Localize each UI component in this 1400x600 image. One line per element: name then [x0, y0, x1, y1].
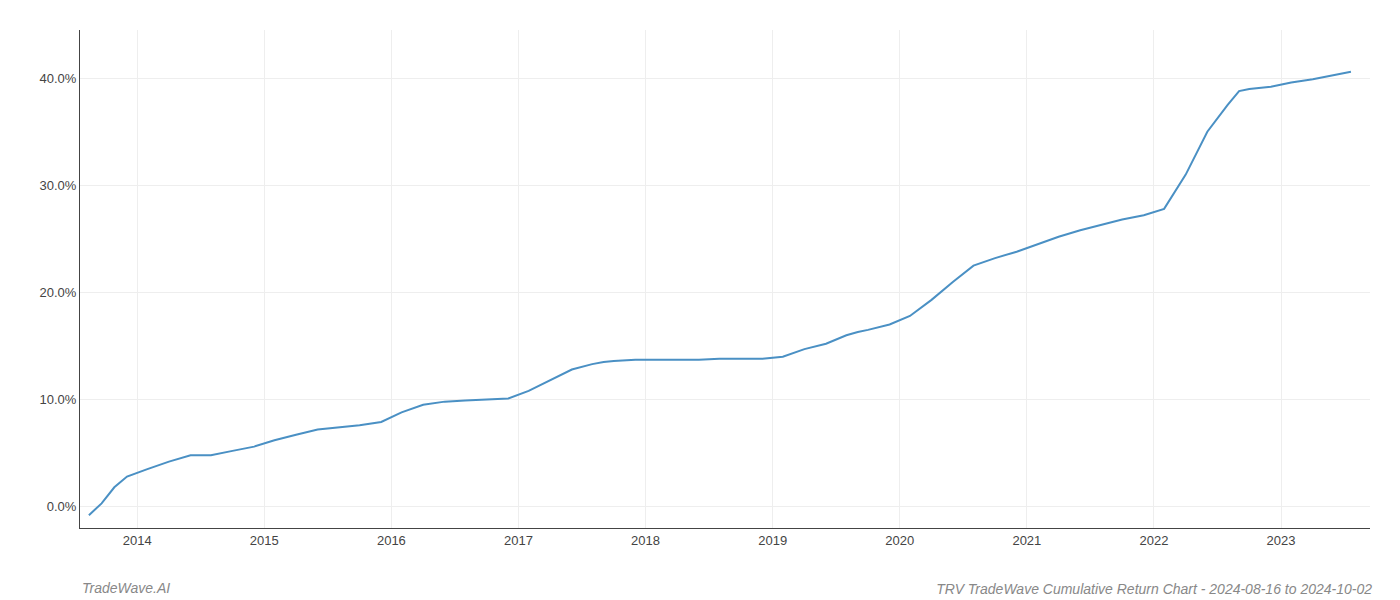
- svg-text:2020: 2020: [885, 533, 914, 548]
- svg-text:2022: 2022: [1139, 533, 1168, 548]
- svg-text:2017: 2017: [504, 533, 533, 548]
- svg-text:2018: 2018: [631, 533, 660, 548]
- svg-text:TradeWave.AI: TradeWave.AI: [82, 580, 170, 596]
- svg-text:0.0%: 0.0%: [47, 499, 77, 514]
- svg-text:30.0%: 30.0%: [40, 178, 77, 193]
- svg-text:TRV TradeWave Cumulative Retur: TRV TradeWave Cumulative Return Chart - …: [936, 581, 1372, 597]
- svg-text:2021: 2021: [1012, 533, 1041, 548]
- svg-text:2023: 2023: [1267, 533, 1296, 548]
- svg-text:20.0%: 20.0%: [40, 285, 77, 300]
- svg-text:2016: 2016: [377, 533, 406, 548]
- svg-text:2014: 2014: [123, 533, 152, 548]
- svg-text:40.0%: 40.0%: [40, 71, 77, 86]
- svg-text:2019: 2019: [758, 533, 787, 548]
- svg-text:2015: 2015: [250, 533, 279, 548]
- svg-text:10.0%: 10.0%: [40, 392, 77, 407]
